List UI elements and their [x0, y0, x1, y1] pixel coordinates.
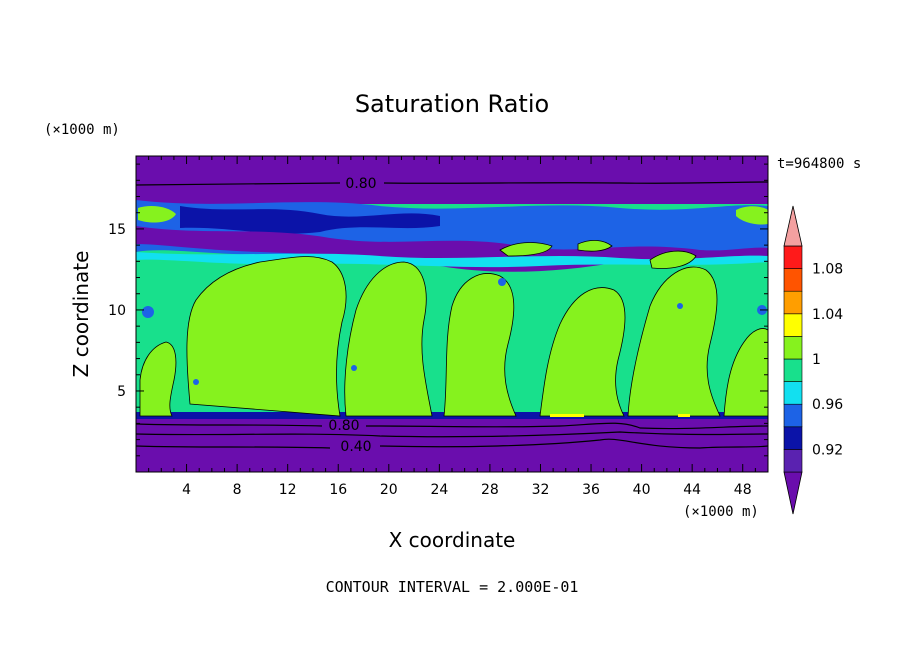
contour-label-0.80-top: 0.80 [345, 176, 376, 192]
band-upper-green-pocket-right [736, 206, 768, 225]
x-unit-label: (×1000 m) [683, 504, 759, 520]
colorbar-segment [783, 449, 803, 473]
colorbar-label: 0.92 [812, 442, 843, 458]
x-tick-label: 44 [683, 482, 701, 498]
contour-label-0.80-bottom: 0.80 [328, 418, 359, 434]
colorbar-segment [783, 290, 803, 315]
band-upper-darkblue [180, 206, 440, 234]
colorbar-segment [783, 403, 803, 428]
colorbar: 1.08 1.04 1 0.96 0.92 [783, 205, 843, 515]
colorbar-segment [783, 426, 803, 450]
band-upper-dry [136, 156, 768, 204]
cloud-regions [139, 240, 768, 417]
x-axis-title: X coordinate [389, 528, 516, 552]
contour-label-0.40: 0.40 [340, 439, 371, 455]
colorbar-segment [783, 336, 803, 360]
z-tick-label: 5 [117, 384, 126, 400]
x-axis: 4 8 12 16 20 24 28 32 36 40 44 48 [148, 156, 756, 498]
colorbar-segment [783, 358, 803, 382]
colorbar-label: 1.08 [812, 262, 843, 278]
z-axis: 5 10 15 [108, 163, 768, 457]
contour-interval-footer: CONTOUR INTERVAL = 2.000E-01 [326, 578, 579, 596]
x-tick-label: 36 [582, 482, 600, 498]
x-tick-label: 48 [734, 482, 752, 498]
colorbar-max-arrow [783, 205, 803, 247]
colorbar-label: 1.04 [812, 307, 843, 323]
z-tick-label: 10 [108, 303, 126, 319]
colorbar-segment [783, 381, 803, 405]
colorbar-segment [783, 245, 803, 269]
x-tick-label: 8 [233, 482, 242, 498]
colorbar-min-arrow [783, 471, 803, 515]
colorbar-label: 0.96 [812, 397, 843, 413]
x-tick-label: 16 [329, 482, 347, 498]
yellow-patch [550, 414, 690, 417]
colorbar-segment [783, 268, 803, 292]
x-tick-label: 4 [182, 482, 191, 498]
plot-area: 0.80 0.80 0.40 [136, 156, 768, 472]
x-tick-label: 20 [380, 482, 398, 498]
x-tick-label: 28 [481, 482, 499, 498]
z-tick-label: 15 [108, 222, 126, 238]
colorbar-label: 1 [812, 352, 821, 368]
chart-title: Saturation Ratio [355, 90, 549, 118]
x-tick-label: 32 [532, 482, 550, 498]
contour-lines [136, 181, 768, 449]
x-tick-label: 12 [279, 482, 297, 498]
band-upper-green-pocket [138, 206, 176, 223]
colorbar-segment [783, 313, 803, 337]
x-tick-label: 24 [430, 482, 448, 498]
z-unit-label: (×1000 m) [44, 122, 120, 138]
x-tick-label: 40 [633, 482, 651, 498]
z-axis-title: Z coordinate [69, 251, 93, 378]
time-label: t=964800 s [777, 156, 861, 172]
